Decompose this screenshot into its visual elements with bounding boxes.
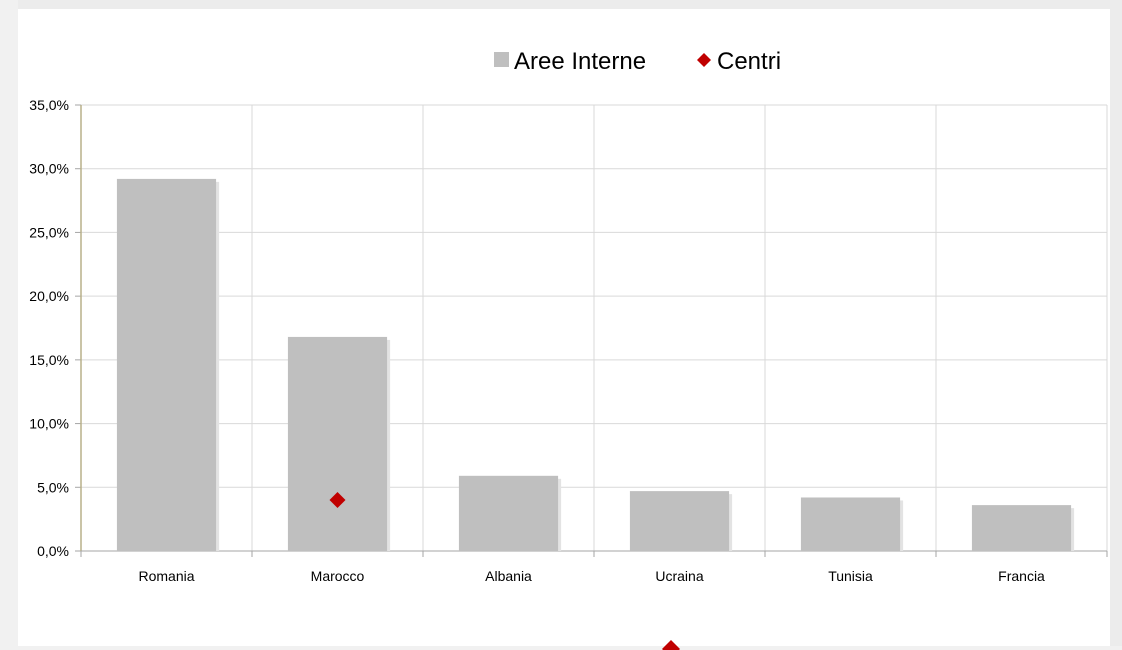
x-category-label: Albania — [485, 568, 532, 584]
grid-lines — [81, 104, 1108, 551]
y-tick-label: 15,0% — [29, 352, 69, 368]
legend-label-aree-interne: Aree Interne — [514, 48, 646, 75]
y-tick-label: 35,0% — [29, 97, 69, 113]
x-category-label: Romania — [138, 568, 194, 584]
bar-tunisia — [800, 497, 901, 551]
bar-romania — [116, 178, 217, 551]
y-tick-label: 5,0% — [37, 479, 69, 495]
y-tick-label: 20,0% — [29, 288, 69, 304]
axis-labels: 0,0% 5,0% 10,0% 15,0% 20,0% 25,0% 30,0% 35,0% Ro… — [29, 97, 1045, 584]
bar-marocco — [287, 336, 388, 551]
legend: Aree Interne Centri — [494, 48, 781, 75]
frame-left-edge — [0, 0, 18, 650]
markers — [329, 492, 346, 509]
centri-marker-marocco — [329, 492, 346, 509]
x-category-label: Francia — [998, 568, 1045, 584]
bar-albania — [458, 475, 559, 551]
x-category-label: Tunisia — [828, 568, 873, 584]
y-tick-label: 0,0% — [37, 543, 69, 559]
x-category-label: Marocco — [311, 568, 365, 584]
y-tick-label: 30,0% — [29, 161, 69, 177]
legend-swatch-centri — [697, 53, 711, 67]
axes — [75, 104, 1108, 557]
frame-right-edge — [1110, 0, 1122, 650]
legend-label-centri: Centri — [717, 48, 781, 75]
x-category-label: Ucraina — [655, 568, 703, 584]
centri-marker-partial — [662, 640, 680, 650]
y-tick-label: 25,0% — [29, 224, 69, 240]
bar-francia — [971, 505, 1072, 551]
y-tick-label: 10,0% — [29, 416, 69, 432]
frame-top-edge — [0, 0, 1122, 9]
bars — [116, 178, 1075, 551]
frame-bottom-edge — [0, 646, 1122, 650]
legend-swatch-aree-interne — [494, 52, 509, 67]
bar-ucraina — [629, 491, 730, 551]
